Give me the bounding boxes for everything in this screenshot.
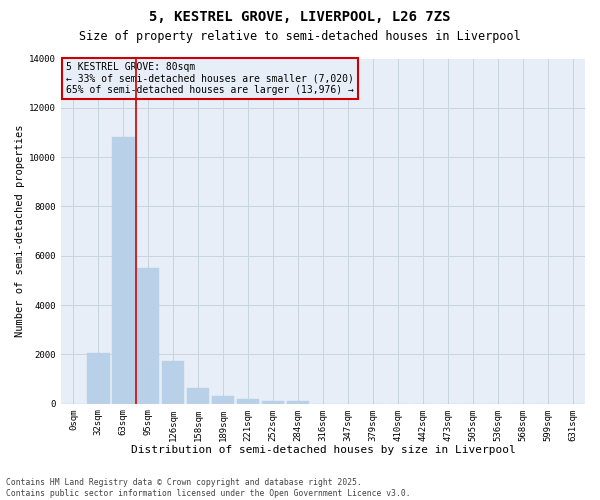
Bar xyxy=(162,360,184,404)
Bar xyxy=(187,388,209,404)
Bar xyxy=(212,396,235,404)
Bar xyxy=(87,353,110,404)
Bar xyxy=(137,268,160,404)
Bar xyxy=(237,399,259,404)
Bar xyxy=(287,402,309,404)
Text: 5 KESTREL GROVE: 80sqm
← 33% of semi-detached houses are smaller (7,020)
65% of : 5 KESTREL GROVE: 80sqm ← 33% of semi-det… xyxy=(66,62,354,95)
Bar xyxy=(262,400,284,404)
X-axis label: Distribution of semi-detached houses by size in Liverpool: Distribution of semi-detached houses by … xyxy=(131,445,515,455)
Text: Size of property relative to semi-detached houses in Liverpool: Size of property relative to semi-detach… xyxy=(79,30,521,43)
Bar xyxy=(112,138,134,404)
Text: 5, KESTREL GROVE, LIVERPOOL, L26 7ZS: 5, KESTREL GROVE, LIVERPOOL, L26 7ZS xyxy=(149,10,451,24)
Text: Contains HM Land Registry data © Crown copyright and database right 2025.
Contai: Contains HM Land Registry data © Crown c… xyxy=(6,478,410,498)
Y-axis label: Number of semi-detached properties: Number of semi-detached properties xyxy=(15,125,25,338)
